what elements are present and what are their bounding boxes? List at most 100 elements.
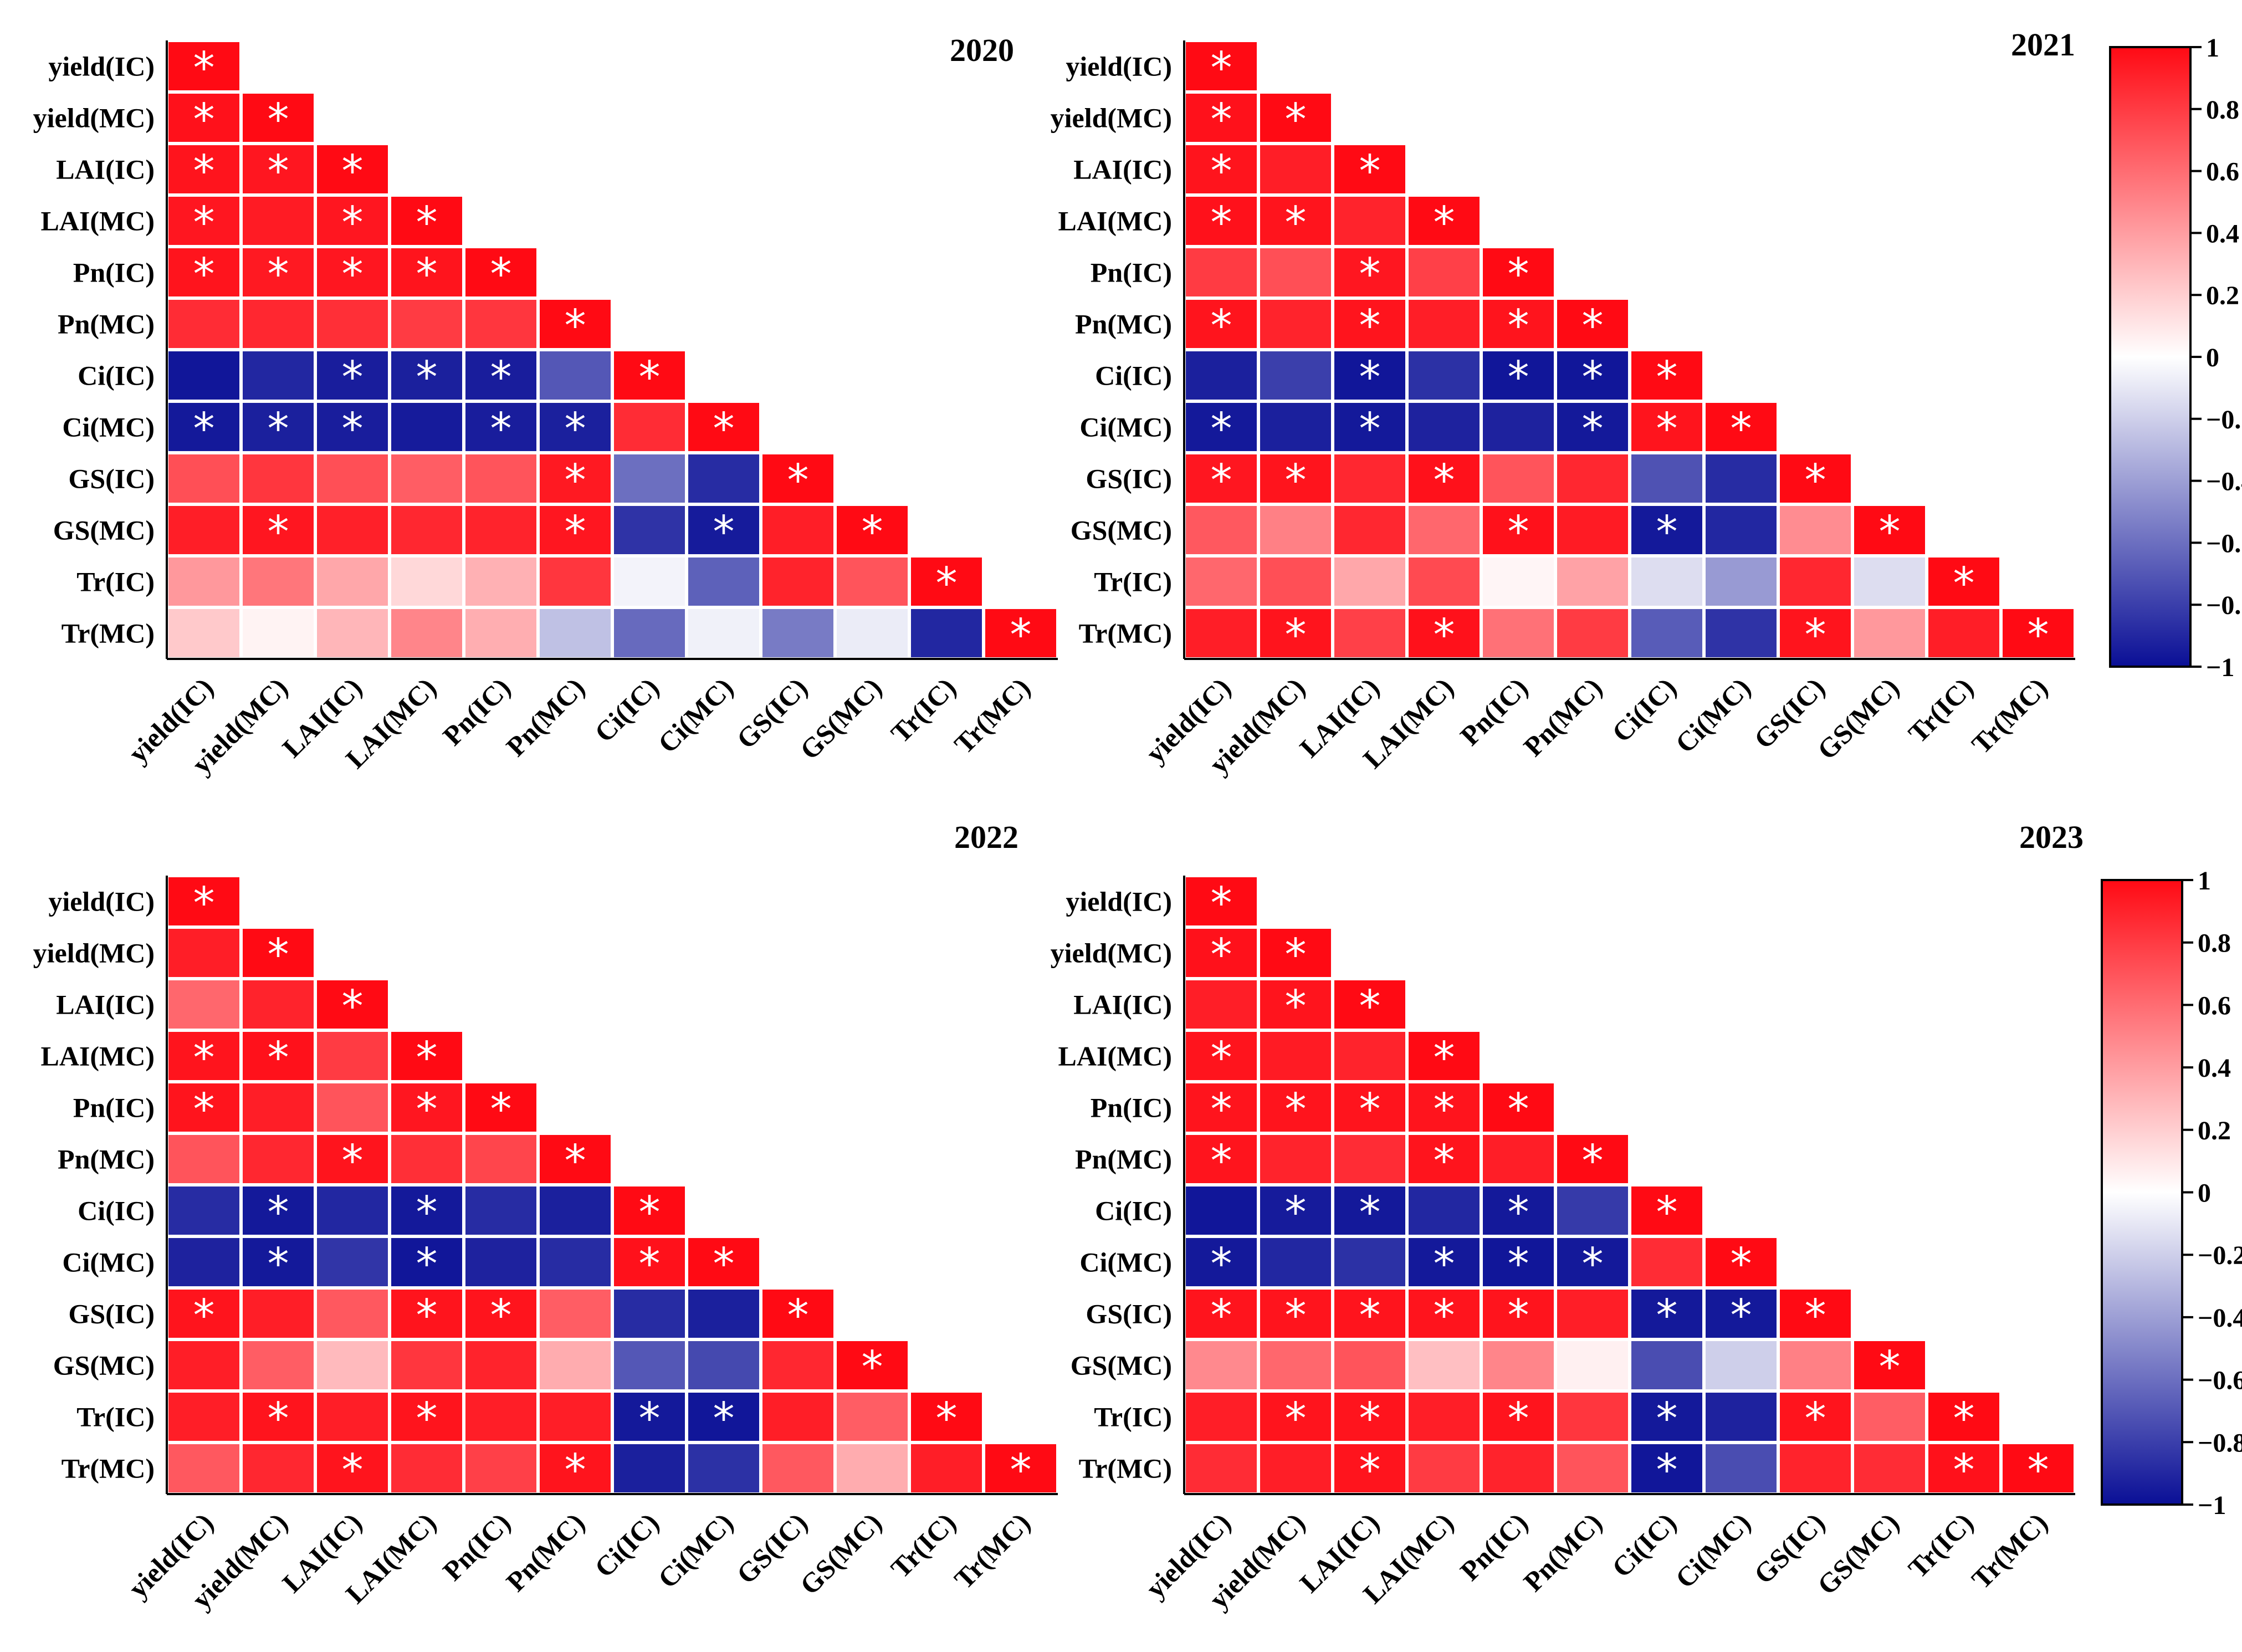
significance-star: * [416,1291,438,1341]
heatmap-cell [833,1441,911,1496]
heatmap-cell [1405,348,1483,403]
colorbars: 1 0.8 0.6 0.4 0.2 0 −0.2 −0.4 −0.6 −0.8 −1 1 0.8 0.6 0… [2101,33,2242,1520]
row-label: GS(MC) [1071,515,1172,546]
significance-star: * [1582,353,1604,403]
significance-star: * [1508,1240,1529,1290]
row-label: Tr(IC) [1094,566,1172,597]
row-label: GS(IC) [1086,463,1172,494]
column-label: GS(MC) [794,1507,888,1600]
heatmap-cell [314,296,391,351]
significance-star: * [1359,405,1381,454]
colorbar-tick-label: −0.8 [2198,1428,2242,1457]
colorbar-tick-label: 1 [2206,33,2219,63]
colorbar-tick-label: 0 [2198,1179,2211,1208]
significance-star: * [1359,1085,1381,1135]
heatmap-cell [462,1338,540,1393]
heatmap-cell [1628,451,1706,506]
heatmap-cell [1777,554,1854,609]
significance-star: * [1434,1240,1455,1290]
heatmap-cell [462,503,540,558]
heatmap-cell [388,1132,465,1186]
heatmap-cell [1257,925,1334,980]
significance-star: * [342,198,364,248]
significance-star: * [193,879,215,929]
row-label: LAI(MC) [1058,206,1172,237]
row-label: Tr(MC) [62,618,155,649]
heatmap-cell [1183,1286,1260,1341]
heatmap-cell [314,193,391,248]
significance-star: * [1805,1394,1826,1444]
significance-star: * [713,405,735,454]
significance-star: * [1359,1291,1381,1341]
column-label: Tr(MC) [948,1507,1036,1595]
heatmap-cell [1851,606,1928,661]
colorbar-tick-label: −0.4 [2198,1303,2242,1333]
colorbar-tick-label: −0.2 [2198,1241,2242,1270]
heatmap-cell [1702,1235,1780,1290]
heatmap-cell [388,451,465,506]
significance-star: * [416,1085,438,1135]
significance-star: * [1434,1034,1455,1083]
significance-star: * [268,1394,289,1444]
heatmap-cell [388,1235,465,1290]
row-label: GS(MC) [1071,1350,1172,1381]
heatmap-cell [1702,554,1780,609]
significance-star: * [1656,405,1678,454]
row-label: LAI(MC) [40,1041,155,1072]
heatmap-cell [1257,348,1334,403]
heatmap-cell [1554,554,1631,609]
heatmap-cell [1480,1132,1557,1186]
row-label: Ci(MC) [62,412,155,443]
heatmap-cell [1331,606,1409,661]
heatmap-cell [1331,1132,1409,1186]
heatmap-cell [1554,1441,1631,1496]
heatmap-cell [611,554,688,609]
significance-star: * [787,456,809,506]
heatmap-cell [611,348,688,403]
significance-star: * [193,198,215,248]
significance-star: * [268,508,289,558]
significance-star: * [1211,301,1232,351]
row-label: yield(IC) [1066,51,1172,82]
heatmap-cell [1257,554,1334,609]
heatmap-cell [1925,606,2003,661]
significance-star: * [1211,930,1232,980]
heatmap-cell [536,348,614,403]
heatmap-cell [388,554,465,609]
row-label: GS(IC) [68,463,155,494]
row-label: Ci(IC) [1095,360,1172,391]
row-label: yield(MC) [33,938,155,969]
heatmap-cell [1331,245,1409,300]
heatmap-cell [1851,1389,1928,1444]
heatmap-cell [314,554,391,609]
heatmap-cell [1628,400,1706,454]
heatmap-cell [1628,554,1706,609]
significance-star: * [1359,353,1381,403]
heatmap-cell [908,606,985,661]
heatmap-cell [685,1235,762,1290]
heatmap-cell [314,1183,391,1238]
row-label: yield(MC) [1051,938,1172,969]
heatmap-cell [165,1338,243,1393]
significance-star: * [565,405,586,454]
heatmap-cell [462,1183,540,1238]
heatmap-cell [1777,1441,1854,1496]
heatmap-cell [685,1338,762,1393]
significance-star: * [1359,1446,1381,1496]
heatmap-cell [1257,245,1334,300]
heatmap-panel-2021: ** ** ** * ** ** * * ** * * ** * * * ** * * ** * *** * * *yield… [1051,27,2077,780]
heatmap-panel-2022: **** * ** * ** ** * ** * * ** * * *** * * * ** * *yield(IC)… [33,819,1059,1615]
heatmap-cell [536,1132,614,1186]
significance-star: * [1508,301,1529,351]
heatmap-cell [1480,1441,1557,1496]
heatmap-cell [314,1338,391,1393]
heatmap-cell [759,1389,837,1444]
column-label: Pn(MC) [1517,672,1608,762]
heatmap-cell [611,503,688,558]
significance-star: * [1211,1240,1232,1290]
colorbar-tick-label: 0.8 [2206,95,2239,125]
column-label: GS(MC) [1811,1507,1905,1600]
significance-star: * [1211,95,1232,145]
row-label: Ci(MC) [1079,1247,1172,1278]
heatmap-cell [1480,348,1557,403]
